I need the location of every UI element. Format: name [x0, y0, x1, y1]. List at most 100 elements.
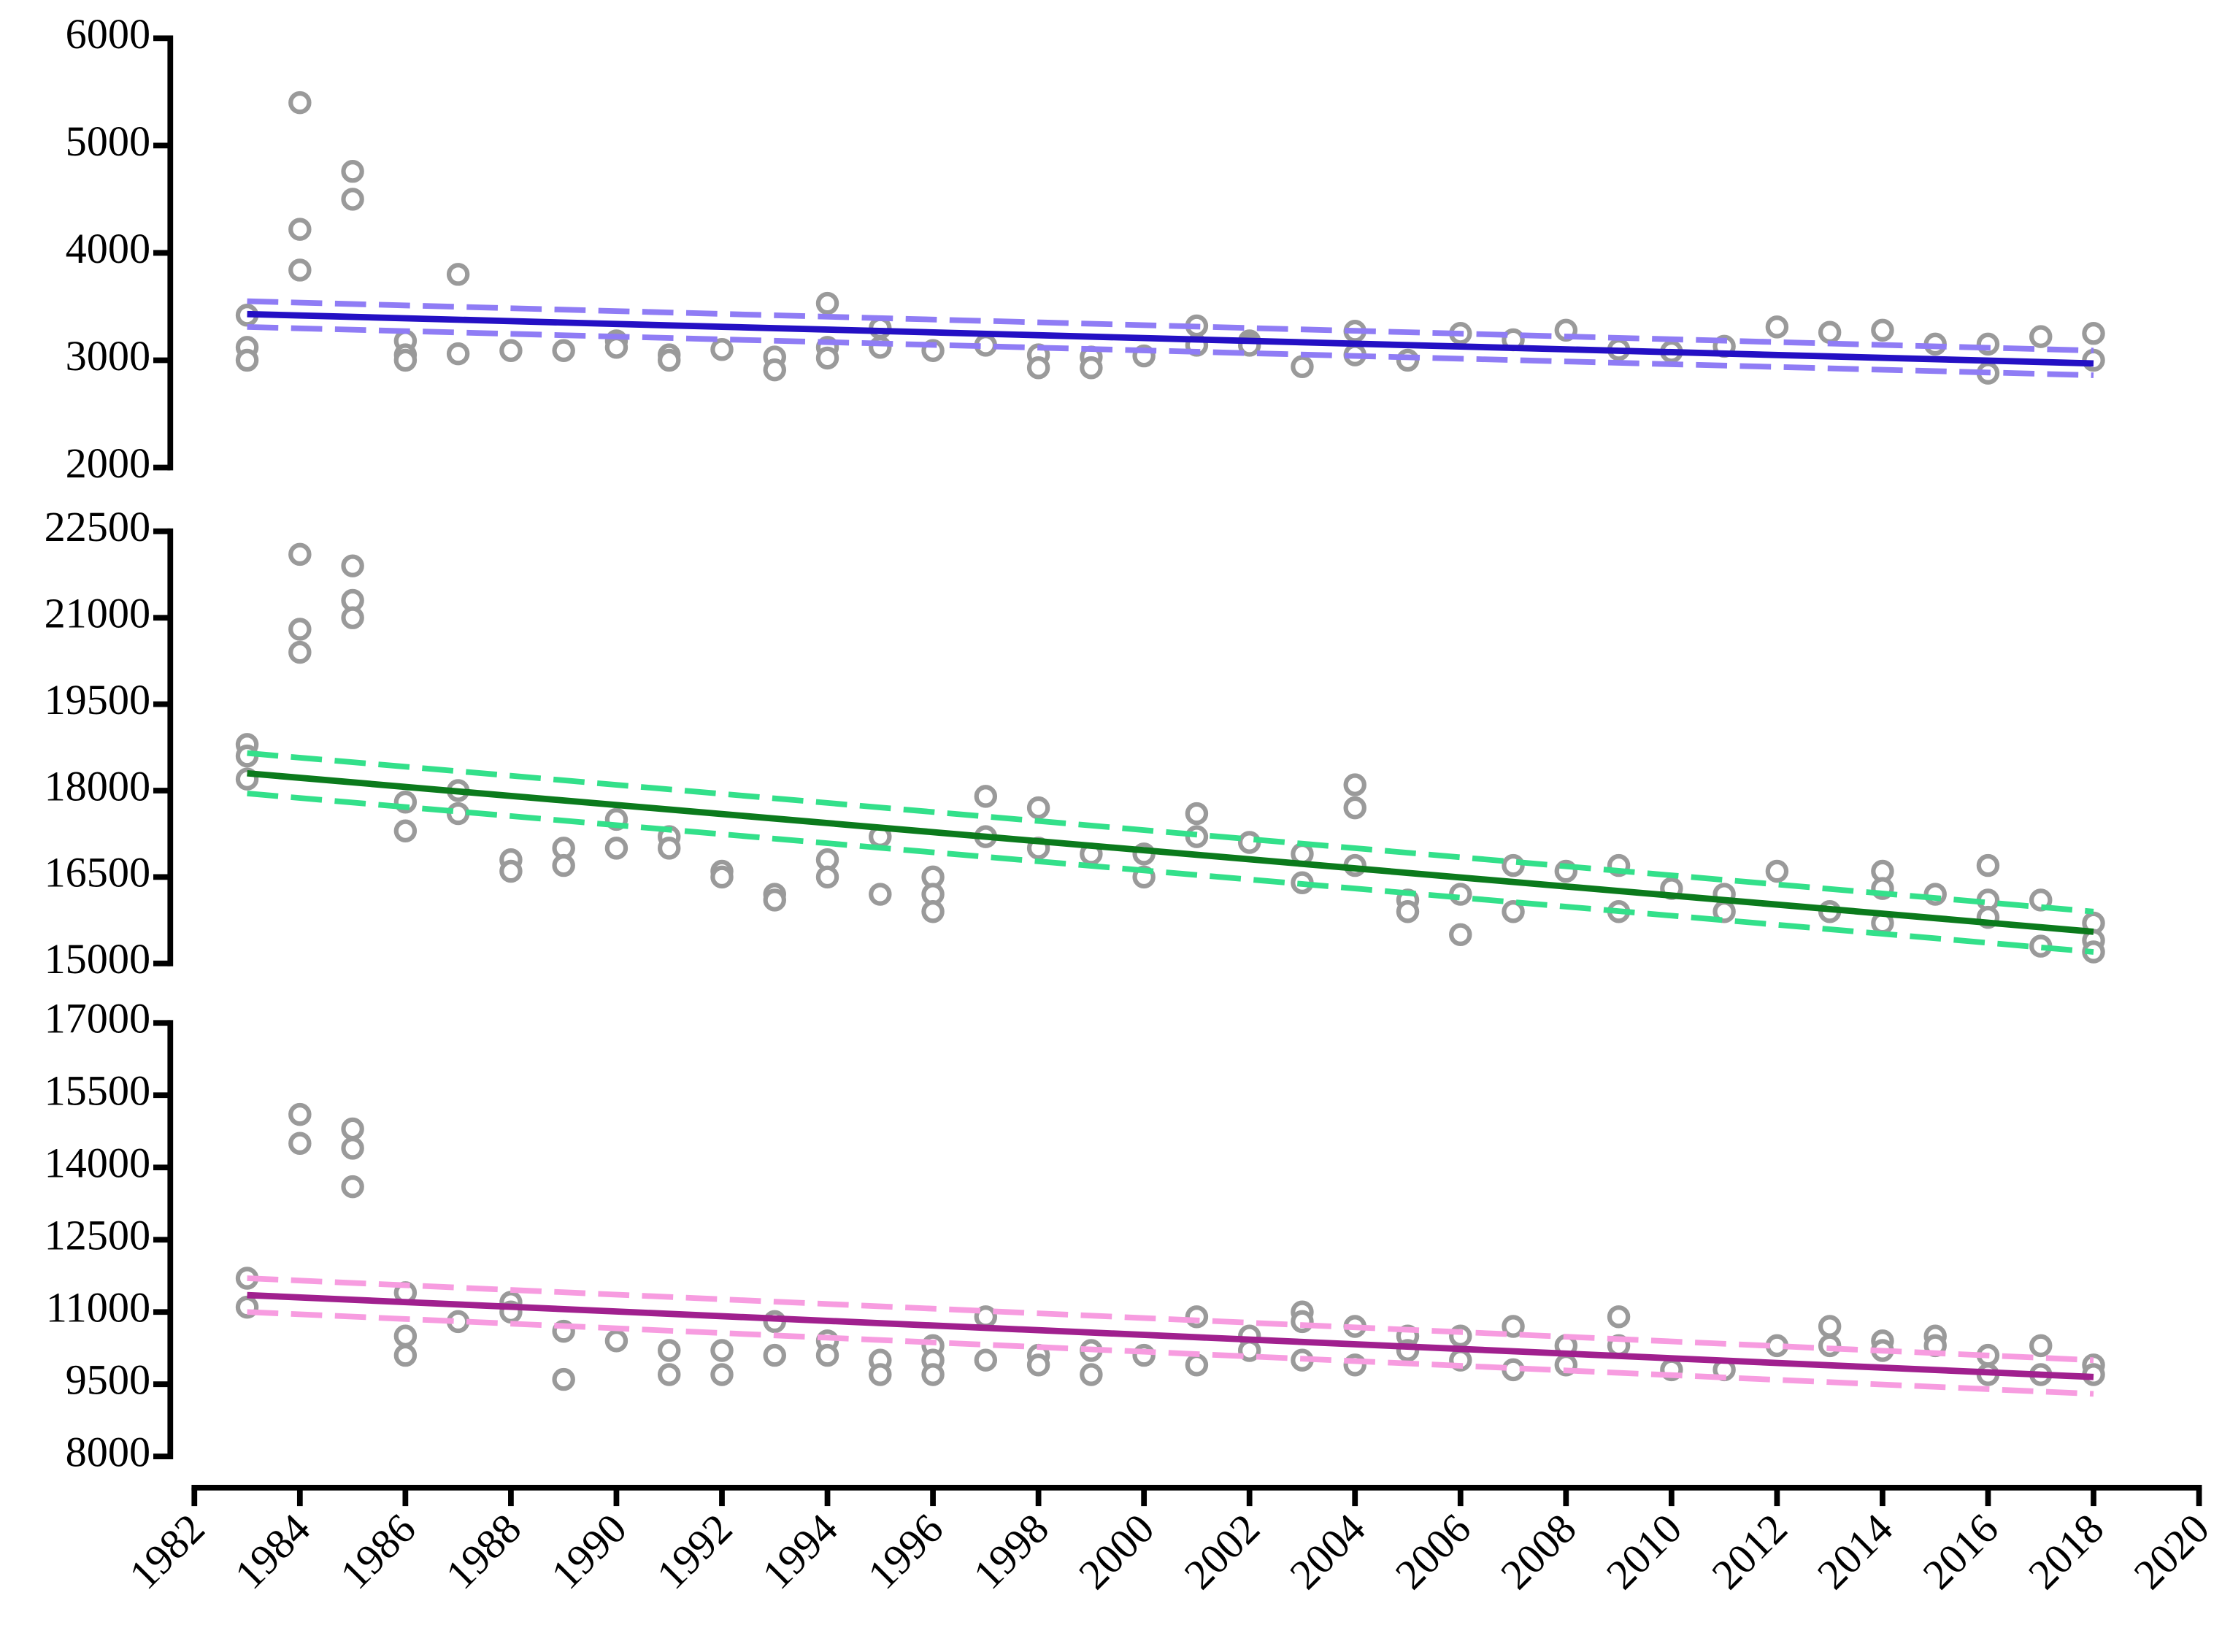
data-point	[1026, 796, 1050, 820]
y-tick-label: 6000	[66, 10, 150, 58]
y-tick-label: 5000	[66, 118, 150, 165]
y-tick-label: 12500	[45, 1212, 151, 1259]
data-point	[815, 291, 839, 315]
data-point	[552, 339, 575, 362]
data-point	[1080, 1363, 1103, 1386]
confidence-band-lower	[247, 791, 2094, 955]
x-tick-label: 1996	[858, 1505, 952, 1598]
data-point	[657, 1339, 681, 1362]
data-point	[235, 348, 259, 372]
y-tick-label: 21000	[45, 590, 151, 637]
data-point	[499, 859, 523, 883]
data-point	[552, 1367, 575, 1391]
data-point	[288, 542, 312, 566]
x-tick-label: 2012	[1702, 1505, 1796, 1598]
data-point	[1765, 859, 1789, 883]
x-tick-label: 1992	[647, 1505, 741, 1598]
data-point	[393, 819, 418, 842]
y-tick-label: 9500	[66, 1356, 150, 1404]
data-point	[1502, 900, 1525, 923]
data-point	[657, 837, 681, 860]
x-tick-label: 2002	[1175, 1505, 1269, 1598]
data-point	[2082, 321, 2105, 345]
y-tick-label: 4000	[66, 225, 150, 272]
x-tick-label: 1988	[437, 1505, 530, 1598]
data-point	[1449, 923, 1472, 947]
data-point	[763, 1343, 786, 1367]
x-tick-label: 1990	[542, 1505, 636, 1598]
data-point	[763, 888, 786, 912]
data-point	[1080, 356, 1103, 380]
regression-line	[247, 310, 2094, 367]
y-tick-label: 14000	[45, 1140, 151, 1187]
data-point	[1396, 900, 1420, 923]
y-tick-label: 2000	[66, 439, 150, 487]
x-tick-label: 2004	[1280, 1505, 1374, 1598]
x-tick-label: 1986	[331, 1505, 424, 1598]
data-point	[499, 339, 523, 362]
data-point	[288, 1102, 312, 1126]
x-tick-label: 1984	[226, 1505, 319, 1598]
data-point	[341, 1175, 364, 1199]
data-point	[288, 91, 312, 115]
x-tick-label: 2008	[1491, 1505, 1585, 1598]
data-point	[604, 336, 628, 359]
data-point	[869, 1363, 892, 1386]
confidence-band-upper	[247, 750, 2094, 915]
data-point	[1765, 315, 1789, 339]
data-point	[552, 853, 575, 877]
confidence-band-upper	[247, 298, 2094, 354]
data-point	[288, 218, 312, 241]
x-tick-label: 1994	[753, 1505, 847, 1598]
x-tick-label: 2014	[1808, 1505, 1902, 1598]
x-tick-label: 2010	[1597, 1505, 1691, 1598]
data-point	[763, 358, 786, 382]
data-point	[1818, 1315, 1842, 1338]
data-point	[341, 1137, 364, 1160]
y-tick-label: 3000	[66, 332, 150, 380]
data-point	[1185, 802, 1209, 826]
y-tick-label: 19500	[45, 676, 151, 723]
data-point	[393, 1343, 418, 1367]
y-tick-label: 15500	[45, 1067, 151, 1115]
data-point	[446, 342, 470, 366]
y-tick-label: 16500	[45, 849, 151, 896]
data-point	[1607, 1305, 1631, 1329]
data-point	[393, 1324, 418, 1348]
x-tick-label: 2018	[2019, 1505, 2113, 1598]
data-point	[921, 900, 945, 923]
x-tick-label: 1998	[964, 1505, 1058, 1598]
data-point	[1818, 320, 1842, 344]
data-point	[341, 188, 364, 211]
data-point	[710, 1363, 734, 1386]
x-tick-label: 2000	[1069, 1505, 1163, 1598]
data-point	[869, 883, 892, 906]
data-point	[1185, 1353, 1209, 1377]
data-point	[604, 837, 628, 860]
data-point	[341, 159, 364, 183]
y-tick-label: 11000	[46, 1284, 150, 1332]
data-point	[1343, 796, 1366, 820]
data-point	[1502, 1315, 1525, 1338]
data-point	[288, 258, 312, 282]
y-tick-label: 8000	[66, 1429, 150, 1476]
data-point	[2029, 1334, 2053, 1358]
data-point	[1871, 318, 1894, 342]
confidence-band-lower	[247, 1309, 2094, 1397]
data-point	[393, 348, 418, 372]
data-point	[1343, 773, 1366, 796]
data-point	[815, 346, 839, 370]
data-point	[974, 1348, 998, 1372]
data-point	[288, 1132, 312, 1155]
data-point	[710, 338, 734, 361]
data-point	[921, 1363, 945, 1386]
x-tick-label: 1982	[120, 1505, 213, 1598]
data-point	[341, 606, 364, 629]
y-tick-label: 17000	[45, 995, 151, 1042]
regression-line	[247, 1291, 2094, 1380]
data-point	[288, 618, 312, 641]
data-point	[341, 1117, 364, 1141]
confidence-band-lower	[247, 323, 2094, 378]
data-point	[446, 263, 470, 286]
